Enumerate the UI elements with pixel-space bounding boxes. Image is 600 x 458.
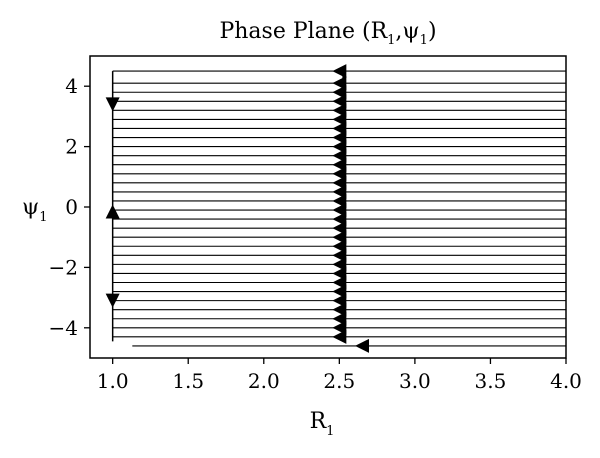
x-tick-label: 3.5 bbox=[475, 369, 507, 393]
x-axis-label: R1 bbox=[310, 409, 335, 439]
x-tick-label: 1.5 bbox=[172, 369, 204, 393]
x-axis-ticks: 1.0 1.5 2.0 2.5 3.0 3.5 4.0 bbox=[97, 358, 582, 393]
y-axis-label: ψ1 bbox=[22, 195, 48, 225]
y-axis-ticks: 4 2 0 −2 −4 bbox=[49, 74, 90, 340]
chart-title: Phase Plane (R1,ψ1) bbox=[219, 19, 436, 48]
y-tick-label: 2 bbox=[65, 135, 78, 159]
trajectory-arrow-down bbox=[105, 293, 120, 308]
y-tick-label: −4 bbox=[49, 316, 78, 340]
y-tick-label: −2 bbox=[49, 255, 78, 279]
x-tick-label: 3.0 bbox=[399, 369, 431, 393]
x-tick-label: 2.0 bbox=[248, 369, 280, 393]
trajectories bbox=[105, 64, 566, 353]
trajectory-arrow-up bbox=[105, 204, 120, 219]
y-tick-label: 4 bbox=[65, 74, 78, 98]
trajectory-arrow-down bbox=[105, 97, 120, 112]
trajectory-arrow-left bbox=[355, 338, 369, 353]
y-tick-label: 0 bbox=[65, 195, 78, 219]
x-tick-label: 2.5 bbox=[323, 369, 355, 393]
x-tick-label: 4.0 bbox=[550, 369, 582, 393]
x-tick-label: 1.0 bbox=[97, 369, 129, 393]
